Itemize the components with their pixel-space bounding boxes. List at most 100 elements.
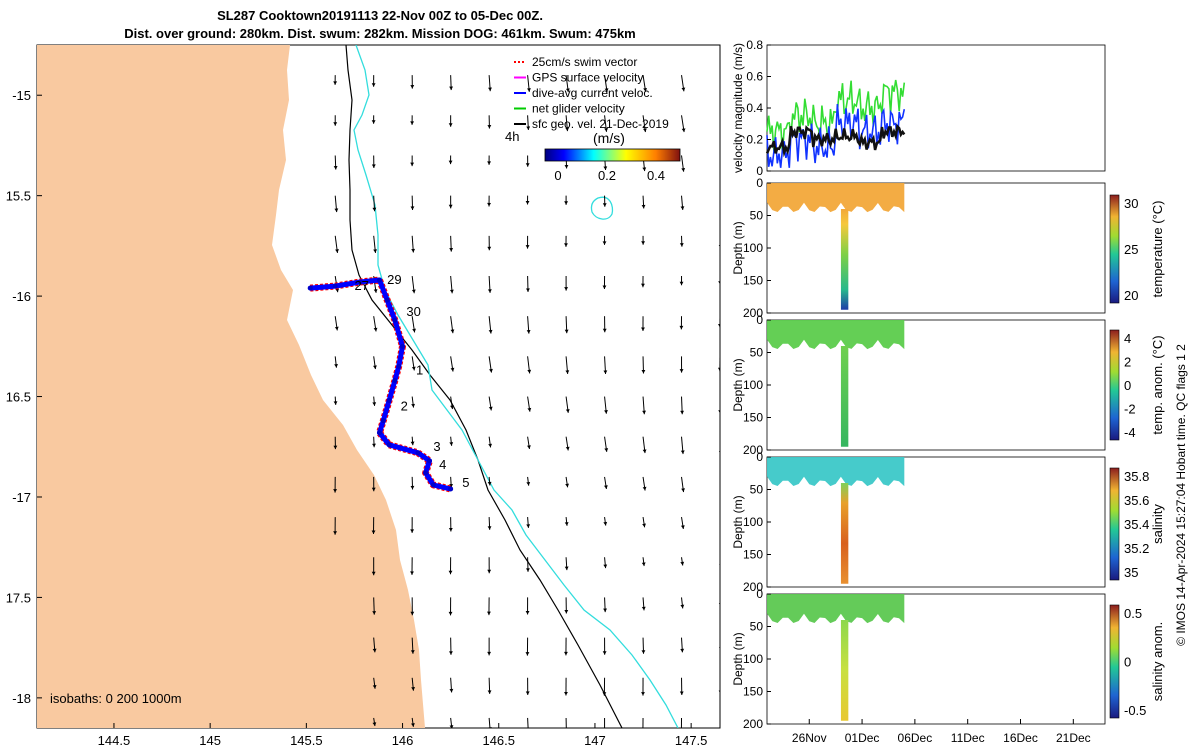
colorbar-tick-04: 0.4 xyxy=(647,168,665,183)
sfc-vel-arrowhead xyxy=(564,566,569,571)
section-ytick-label: 100 xyxy=(743,241,763,255)
velocity-frame xyxy=(766,44,1106,172)
glider-track xyxy=(307,276,454,493)
sfc-vel-arrowhead xyxy=(564,609,569,614)
section-ylabel: Depth (m) xyxy=(731,221,745,274)
colorbar-label: (m/s) xyxy=(593,130,625,146)
velocity-ytick-label: 0.6 xyxy=(746,70,763,84)
sfc-vel-arrowhead xyxy=(602,651,607,655)
colorbar-tick-label: -2 xyxy=(1124,402,1136,417)
sfc-vel-arrowhead xyxy=(526,729,530,733)
sfc-vel-arrowhead xyxy=(603,608,607,613)
section-surface-layer xyxy=(767,594,905,624)
legend-label: net glider velocity xyxy=(532,102,625,116)
colorbar-tick-label: 20 xyxy=(1124,288,1138,303)
track-point xyxy=(396,363,402,369)
sfc-vel-arrowhead xyxy=(333,165,338,170)
velocity-ytick-label: 0.8 xyxy=(746,38,763,52)
velocity-ytick-label: 0.4 xyxy=(746,101,763,115)
sfc-vel-arrowhead xyxy=(641,369,646,374)
section-ytick-label: 150 xyxy=(743,548,763,562)
sfc-vel-arrowhead xyxy=(412,328,416,333)
map-ytick-label: 15.5 xyxy=(6,189,31,204)
sfc-vel-arrowhead xyxy=(642,449,647,454)
velocity-ytick-label: 0.2 xyxy=(746,133,763,147)
section-ytick-label: 0 xyxy=(756,176,763,190)
sfc-vel-arrowhead xyxy=(719,87,720,88)
sfc-vel-arrowhead xyxy=(641,283,645,288)
sfc-vel-arrowhead xyxy=(527,445,531,449)
section-ytick-label: 150 xyxy=(743,685,763,699)
sfc-vel-arrowhead xyxy=(527,369,532,374)
section-ytick-label: 200 xyxy=(743,306,763,320)
day-label: 4 xyxy=(439,457,446,472)
map-colorbar xyxy=(544,148,681,162)
velocity-y-ticks: 0 0.2 0.4 0.6 0.8 xyxy=(746,38,771,178)
sfc-vel-arrowhead xyxy=(680,525,685,529)
colorbar-tick-label: -0.5 xyxy=(1124,703,1146,718)
sfc-vel-arrowhead xyxy=(603,564,608,569)
sfc-vel-arrowhead xyxy=(410,162,415,167)
sfc-vel-arrowhead xyxy=(449,483,453,488)
sfc-vel-arrowhead xyxy=(372,402,377,406)
track-point xyxy=(380,418,386,424)
sfc-vel-arrowhead xyxy=(681,87,686,92)
sfc-vel-arrowhead xyxy=(449,688,454,693)
sfc-vel-arrowhead xyxy=(681,128,686,133)
sfc-vel-arrowhead xyxy=(334,326,339,331)
track-point xyxy=(392,317,398,323)
sfc-vel-arrowhead xyxy=(411,366,416,371)
sfc-vel-arrowhead xyxy=(371,164,376,168)
section-surface-layer xyxy=(767,183,905,213)
sfc-vel-arrowhead xyxy=(334,208,339,213)
track-point xyxy=(400,343,406,349)
sfc-vel-arrowhead xyxy=(487,246,492,251)
section-colorbar xyxy=(1109,604,1120,719)
sfc-vel-arrowhead xyxy=(719,527,720,529)
section-deep-column xyxy=(840,483,849,584)
sfc-vel-arrowhead xyxy=(410,121,415,125)
sfc-vel-arrowhead xyxy=(604,448,609,452)
velocity-ylabel: velocity magnitude (m/s) xyxy=(731,43,745,173)
sfc-vel-arrowhead xyxy=(410,529,415,533)
day-label: 5 xyxy=(462,475,469,490)
sfc-vel-arrowhead xyxy=(679,325,684,330)
time-xtick-label: 26Nov xyxy=(792,731,827,745)
day-label: 1 xyxy=(416,362,423,377)
sfc-vel-arrowhead xyxy=(718,647,720,649)
map-panel: 25cm/s swim vector GPS surface velocitydi… xyxy=(6,44,721,748)
sfc-vel-arrowhead xyxy=(565,446,570,451)
sfc-vel-arrowhead xyxy=(334,363,338,368)
sfc-vel-arrowhead xyxy=(410,571,414,575)
colorbar-tick-label: 0.5 xyxy=(1124,606,1142,621)
sfc-vel-arrowhead xyxy=(718,690,720,693)
time-xtick-label: 11Dec xyxy=(951,731,985,745)
map-ytick-label: 16.5 xyxy=(6,390,31,405)
colorbar-tick-label: 0 xyxy=(1124,378,1131,393)
sfc-vel-arrowhead xyxy=(641,692,645,696)
sfc-vel-arrowhead xyxy=(333,445,338,450)
time-xtick-label: 06Dec xyxy=(898,731,933,745)
sfc-vel-arrowhead xyxy=(410,206,415,210)
sfc-vel-arrowhead xyxy=(641,204,646,209)
sfc-vel-arrowhead xyxy=(564,164,569,169)
sfc-vel-arrowhead xyxy=(717,367,720,372)
sfc-vel-arrowhead xyxy=(564,329,569,334)
sfc-vel-arrowhead xyxy=(373,327,378,332)
sfc-vel-arrowhead xyxy=(371,120,376,124)
sfc-vel-arrowhead xyxy=(371,83,376,87)
sfc-vel-arrowhead xyxy=(450,405,454,410)
section-colorbar xyxy=(1109,194,1120,304)
sfc-vel-arrowhead xyxy=(642,523,646,528)
sfc-vel-arrowhead xyxy=(718,244,720,248)
map-ytick-label: -17 xyxy=(12,490,31,505)
section-ytick-label: 100 xyxy=(743,378,763,392)
sfc-vel-arrowhead xyxy=(604,410,608,414)
chart-title: SL287 Cooktown20191113 22-Nov 00Z to 05-… xyxy=(217,8,543,23)
section-deep-column xyxy=(840,209,849,310)
track-point xyxy=(430,482,436,488)
section-ytick-label: 150 xyxy=(743,411,763,425)
sfc-vel-arrowhead xyxy=(719,207,720,209)
sfc-vel-arrowhead xyxy=(525,200,530,205)
sfc-vel-arrowhead xyxy=(410,85,415,89)
